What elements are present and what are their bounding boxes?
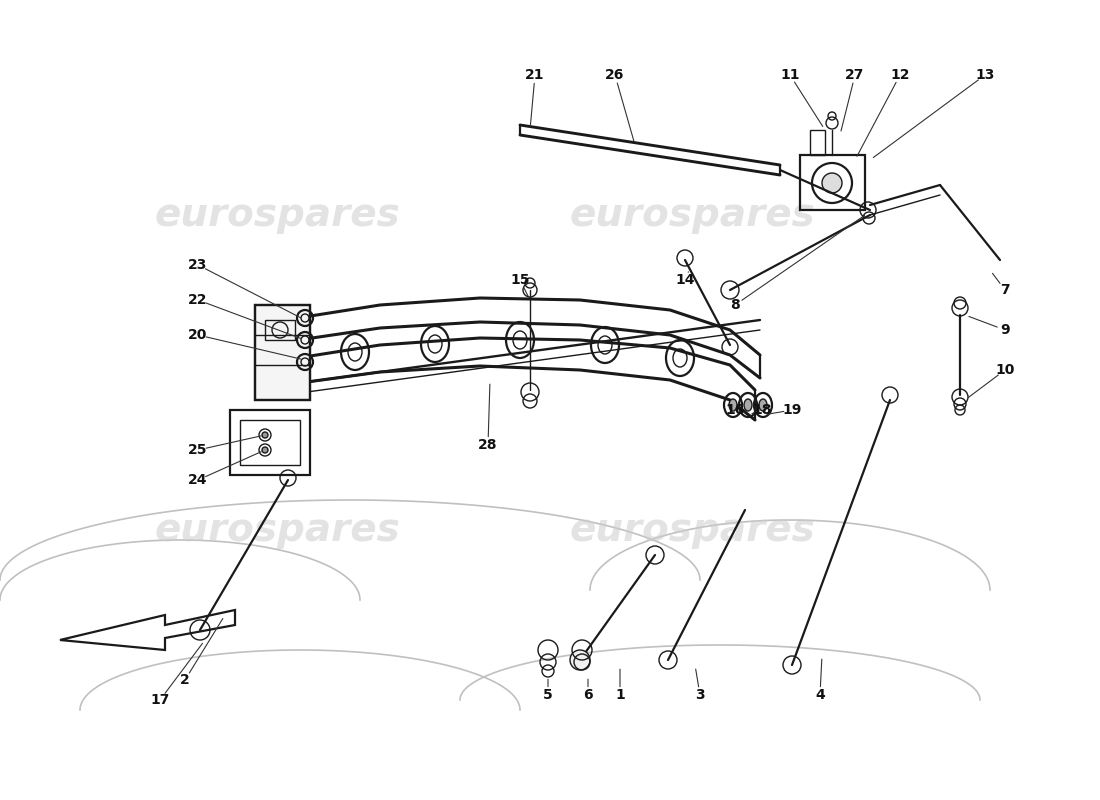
Ellipse shape bbox=[822, 173, 842, 193]
Text: 10: 10 bbox=[996, 363, 1014, 377]
Text: 13: 13 bbox=[976, 68, 994, 82]
Text: 3: 3 bbox=[695, 688, 705, 702]
Text: 27: 27 bbox=[845, 68, 865, 82]
Text: 23: 23 bbox=[188, 258, 208, 272]
Circle shape bbox=[262, 432, 268, 438]
Text: 26: 26 bbox=[605, 68, 625, 82]
Text: 1: 1 bbox=[615, 688, 625, 702]
Text: 4: 4 bbox=[815, 688, 825, 702]
Text: 8: 8 bbox=[730, 298, 740, 312]
Text: 11: 11 bbox=[780, 68, 800, 82]
Bar bbox=[255, 305, 310, 400]
Ellipse shape bbox=[759, 399, 767, 411]
Text: eurospares: eurospares bbox=[570, 196, 816, 234]
Ellipse shape bbox=[729, 399, 737, 411]
Text: 22: 22 bbox=[188, 293, 208, 307]
Circle shape bbox=[570, 650, 590, 670]
Bar bbox=[265, 320, 295, 340]
Bar bbox=[810, 130, 825, 155]
Bar bbox=[240, 420, 300, 465]
Text: eurospares: eurospares bbox=[155, 196, 400, 234]
Text: 28: 28 bbox=[478, 438, 497, 452]
Circle shape bbox=[262, 447, 268, 453]
Text: 2: 2 bbox=[180, 673, 190, 687]
Text: 19: 19 bbox=[782, 403, 802, 417]
Text: eurospares: eurospares bbox=[155, 511, 400, 549]
Bar bbox=[800, 155, 865, 210]
Text: 6: 6 bbox=[583, 688, 593, 702]
Text: 9: 9 bbox=[1000, 323, 1010, 337]
Text: 14: 14 bbox=[675, 273, 695, 287]
Text: 18: 18 bbox=[752, 403, 772, 417]
Text: 21: 21 bbox=[526, 68, 544, 82]
Text: 17: 17 bbox=[151, 693, 169, 707]
Text: 20: 20 bbox=[188, 328, 208, 342]
Bar bbox=[255, 305, 310, 400]
Text: eurospares: eurospares bbox=[570, 511, 816, 549]
Ellipse shape bbox=[744, 399, 752, 411]
Text: 12: 12 bbox=[890, 68, 910, 82]
Text: 25: 25 bbox=[188, 443, 208, 457]
Text: 16: 16 bbox=[725, 403, 745, 417]
Text: 7: 7 bbox=[1000, 283, 1010, 297]
Text: 15: 15 bbox=[510, 273, 530, 287]
Text: 5: 5 bbox=[543, 688, 553, 702]
Text: 24: 24 bbox=[188, 473, 208, 487]
Bar bbox=[230, 410, 310, 475]
